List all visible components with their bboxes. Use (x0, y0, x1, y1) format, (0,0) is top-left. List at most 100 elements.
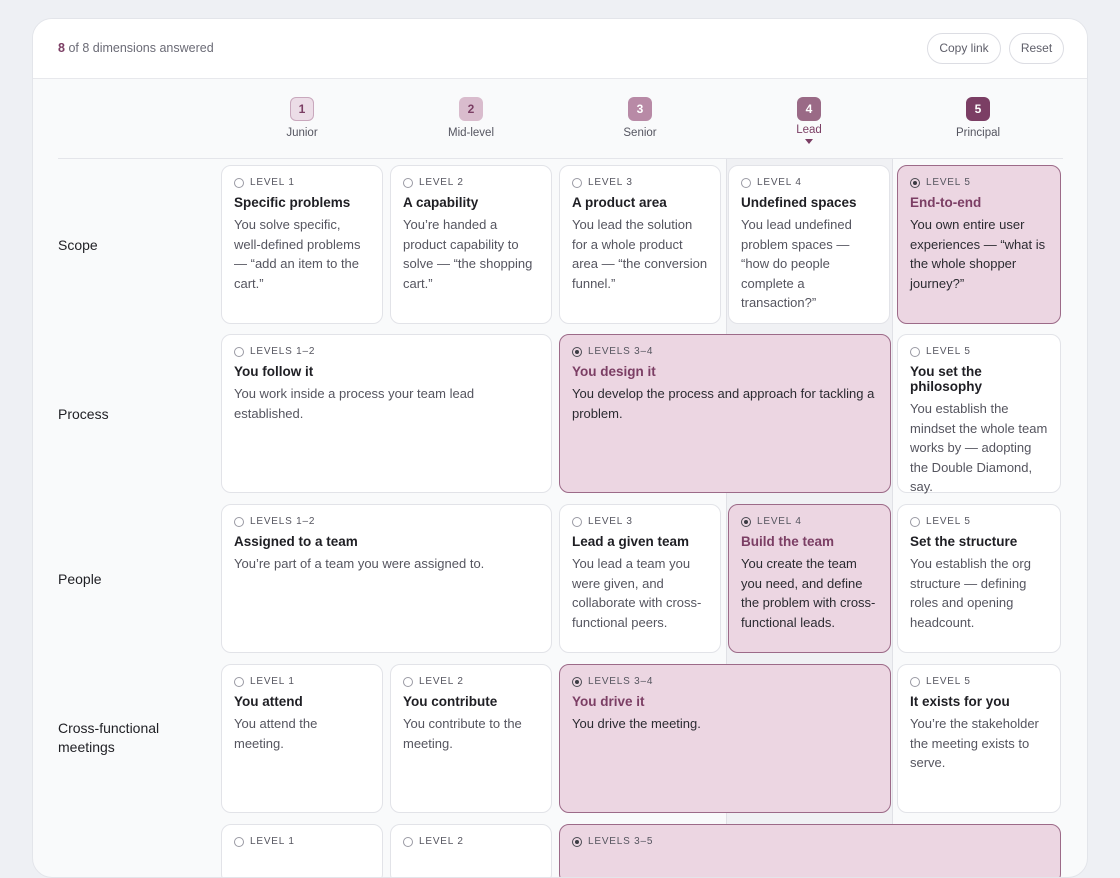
card-title: Specific problems (234, 195, 351, 210)
level-badge: 5 (966, 97, 990, 121)
level-header-3[interactable]: 3 Senior (560, 97, 720, 139)
card-description: You develop the process and approach for… (572, 386, 875, 421)
reset-button[interactable]: Reset (1009, 33, 1064, 64)
card-title: You set the philosophy (910, 364, 982, 394)
card-level-tag: LEVELS 3–5 (588, 836, 654, 847)
top-bar: 8 of 8 dimensions answered Copy link Res… (33, 19, 1087, 79)
card-level-tag: LEVEL 1 (250, 836, 295, 847)
card-level-tag: LEVEL 4 (757, 177, 802, 188)
option-card[interactable]: LEVEL 1 (221, 824, 383, 877)
radio-selected-icon (572, 836, 582, 847)
card-title: A product area (572, 195, 667, 210)
card-level-tag: LEVEL 5 (926, 346, 971, 357)
row-label-process: Process (58, 406, 109, 422)
level-header-5[interactable]: 5 Principal (898, 97, 1058, 139)
option-card-selected[interactable]: LEVEL 4 Build the team You create the te… (728, 504, 891, 653)
card-level-tag: LEVELS 1–2 (250, 516, 316, 527)
card-title: You follow it (234, 364, 314, 379)
option-card[interactable]: LEVEL 5 It exists for you You’re the sta… (897, 664, 1061, 813)
card-level-tag: LEVEL 4 (757, 516, 802, 527)
radio-selected-icon (572, 346, 582, 357)
option-card[interactable]: LEVEL 2 You contribute You contribute to… (390, 664, 552, 813)
radio-icon (741, 177, 751, 188)
card-description: You solve specific, well-defined problem… (234, 217, 361, 291)
option-card-selected[interactable]: LEVELS 3–4 You design it You develop the… (559, 334, 891, 493)
radio-icon (234, 676, 244, 687)
card-title: Build the team (741, 534, 835, 549)
option-card[interactable]: LEVEL 5 Set the structure You establish … (897, 504, 1061, 653)
radio-icon (572, 177, 582, 188)
radio-icon (910, 346, 920, 357)
copy-link-button[interactable]: Copy link (927, 33, 1001, 64)
radio-icon (234, 346, 244, 357)
level-name: Junior (286, 127, 318, 139)
card-title: You contribute (403, 694, 498, 709)
card-description: You work inside a process your team lead… (234, 386, 475, 421)
level-header-4[interactable]: 4 Lead (729, 97, 889, 144)
level-badge: 1 (290, 97, 314, 121)
card-description: You establish the org structure — defini… (910, 556, 1031, 630)
level-header-2[interactable]: 2 Mid-level (391, 97, 551, 139)
card-title: Assigned to a team (234, 534, 358, 549)
card-title: You attend (234, 694, 303, 709)
card-description: You establish the mindset the whole team… (910, 401, 1048, 494)
option-card-selected[interactable]: LEVELS 3–4 You drive it You drive the me… (559, 664, 891, 813)
option-card-selected[interactable]: LEVELS 3–5 (559, 824, 1061, 877)
card-title: Undefined spaces (741, 195, 857, 210)
header-divider (58, 158, 1063, 159)
card-title: End-to-end (910, 195, 982, 210)
card-description: You create the team you need, and define… (741, 556, 876, 630)
answered-counter: 8 of 8 dimensions answered (58, 41, 214, 55)
answered-count: 8 (58, 41, 65, 55)
card-description: You own entire user experiences — “what … (910, 217, 1046, 291)
row-label-people: People (58, 571, 102, 587)
card-title: A capability (403, 195, 479, 210)
option-card[interactable]: LEVEL 3 A product area You lead the solu… (559, 165, 721, 324)
radio-icon (572, 516, 582, 527)
card-description: You attend the meeting. (234, 716, 318, 751)
card-level-tag: LEVEL 2 (419, 676, 464, 687)
option-card[interactable]: LEVELS 1–2 Assigned to a team You’re par… (221, 504, 552, 653)
radio-selected-icon (741, 516, 751, 527)
card-description: You’re handed a product capability to so… (403, 217, 533, 291)
option-card[interactable]: LEVEL 5 You set the philosophy You estab… (897, 334, 1061, 494)
card-level-tag: LEVEL 5 (926, 676, 971, 687)
option-card[interactable]: LEVEL 2 (390, 824, 552, 877)
option-card[interactable]: LEVEL 1 You attend You attend the meetin… (221, 664, 383, 813)
option-card[interactable]: LEVEL 4 Undefined spaces You lead undefi… (728, 165, 890, 324)
radio-icon (403, 836, 413, 847)
level-badge: 3 (628, 97, 652, 121)
card-title: You design it (572, 364, 656, 379)
radio-icon (234, 516, 244, 527)
radio-icon (910, 676, 920, 687)
option-card[interactable]: LEVEL 2 A capability You’re handed a pro… (390, 165, 552, 324)
option-card[interactable]: LEVEL 1 Specific problems You solve spec… (221, 165, 383, 324)
card-title: You drive it (572, 694, 645, 709)
row-label-cross-functional-meetings: Cross-functional meetings (58, 720, 160, 755)
radio-icon (403, 177, 413, 188)
card-level-tag: LEVEL 1 (250, 177, 295, 188)
card-level-tag: LEVEL 5 (926, 516, 971, 527)
card-description: You drive the meeting. (572, 716, 701, 731)
radio-selected-icon (910, 177, 920, 188)
radio-icon (234, 836, 244, 847)
level-header-1[interactable]: 1 Junior (222, 97, 382, 139)
level-matrix-panel: 8 of 8 dimensions answered Copy link Res… (32, 18, 1088, 878)
radio-icon (403, 676, 413, 687)
level-badge: 4 (797, 97, 821, 121)
card-title: Lead a given team (572, 534, 690, 549)
card-level-tag: LEVEL 1 (250, 676, 295, 687)
card-description: You’re part of a team you were assigned … (234, 556, 485, 571)
level-badge: 2 (459, 97, 483, 121)
card-level-tag: LEVELS 3–4 (588, 676, 654, 687)
card-title: Set the structure (910, 534, 1018, 549)
card-title: It exists for you (910, 694, 1010, 709)
card-level-tag: LEVELS 3–4 (588, 346, 654, 357)
card-description: You lead a team you were given, and coll… (572, 556, 702, 630)
card-level-tag: LEVEL 3 (588, 516, 633, 527)
option-card-selected[interactable]: LEVEL 5 End-to-end You own entire user e… (897, 165, 1061, 324)
level-name: Mid-level (447, 127, 494, 139)
option-card[interactable]: LEVEL 3 Lead a given team You lead a tea… (559, 504, 721, 653)
option-card[interactable]: LEVELS 1–2 You follow it You work inside… (221, 334, 552, 493)
answered-text: of 8 dimensions answered (68, 41, 214, 55)
